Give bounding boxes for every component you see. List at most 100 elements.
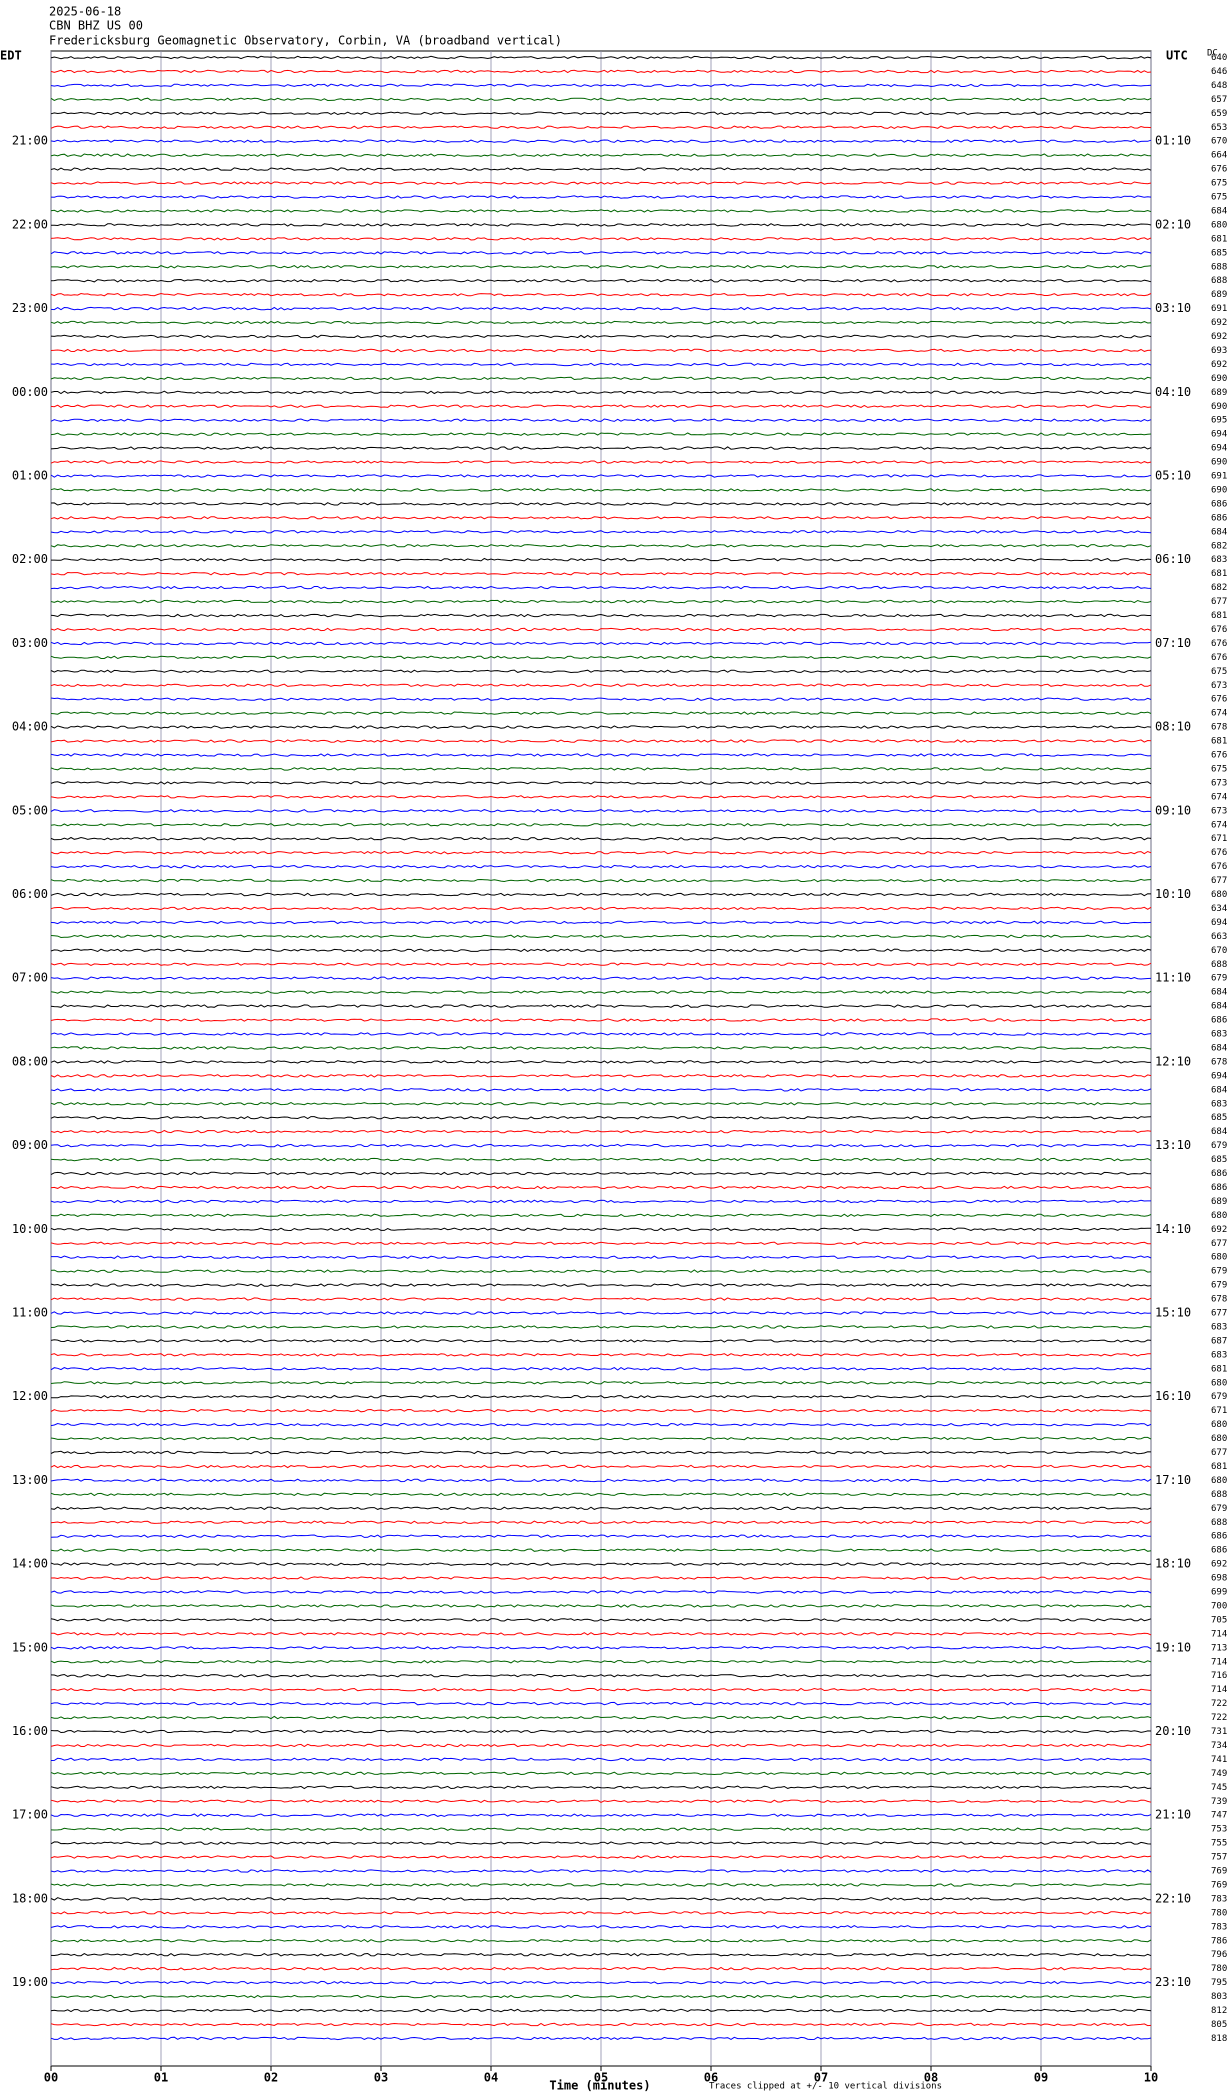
dc-offset-label: 688	[1211, 276, 1227, 286]
trace	[50, 1464, 1152, 1469]
dc-offset-label: 684	[1211, 1002, 1227, 1012]
dc-offset-label: 692	[1211, 1225, 1227, 1235]
dc-offset-label: 683	[1211, 1350, 1227, 1360]
dc-offset-label: 689	[1211, 388, 1227, 398]
trace	[50, 990, 1152, 994]
dc-offset-label: 694	[1211, 918, 1227, 928]
trace	[50, 669, 1152, 674]
dc-offset-label: 681	[1211, 611, 1227, 621]
dc-offset-label: 684	[1211, 1043, 1227, 1053]
dc-offset-label: 681	[1211, 569, 1227, 579]
dc-offset-label: 687	[1211, 1336, 1227, 1346]
trace	[50, 1771, 1152, 1776]
edt-label: 04:00	[12, 720, 48, 734]
trace	[50, 1897, 1151, 1901]
trace	[50, 1367, 1152, 1371]
dc-offset-label: 675	[1211, 193, 1227, 203]
trace	[50, 320, 1152, 325]
trace	[50, 1408, 1152, 1413]
utc-label: 12:10	[1155, 1054, 1191, 1068]
trace	[50, 209, 1152, 213]
trace	[50, 641, 1152, 646]
trace	[50, 962, 1152, 966]
trace	[50, 655, 1152, 660]
trace	[50, 739, 1152, 743]
trace	[50, 1618, 1152, 1622]
dc-offset-label: 664	[1211, 151, 1227, 161]
dc-offset-label: 680	[1211, 1211, 1227, 1221]
dc-offset-label: 812	[1211, 2006, 1227, 2016]
trace	[50, 1659, 1152, 1664]
trace	[50, 599, 1152, 604]
trace	[50, 1604, 1152, 1608]
dc-offset-label: 679	[1211, 974, 1227, 984]
edt-label: 18:00	[12, 1891, 48, 1905]
left-zone: EDT	[0, 49, 22, 63]
dc-offset-label: 686	[1211, 513, 1227, 523]
dc-offset-label: 690	[1211, 458, 1227, 468]
trace	[50, 432, 1152, 436]
dc-offset-label: 684	[1211, 527, 1227, 537]
edt-label: 13:00	[12, 1473, 48, 1487]
trace	[50, 446, 1152, 450]
trace	[50, 1074, 1152, 1078]
x-tick-label: 04	[484, 2071, 498, 2085]
dc-offset-label: 693	[1211, 346, 1227, 356]
trace	[50, 460, 1152, 464]
dc-offset-label: 731	[1211, 1727, 1227, 1737]
dc-offset-label: 722	[1211, 1713, 1227, 1723]
trace	[50, 1060, 1151, 1064]
trace	[50, 1925, 1152, 1929]
x-axis-label: Time (minutes)	[549, 2079, 650, 2093]
dc-offset-label: 682	[1211, 583, 1227, 593]
trace	[50, 1869, 1152, 1873]
trace	[50, 683, 1152, 687]
trace	[50, 753, 1152, 757]
dc-offset-label: 684	[1211, 206, 1227, 216]
edt-label: 23:00	[12, 301, 48, 315]
dc-offset-label: 739	[1211, 1797, 1227, 1807]
trace	[50, 1966, 1152, 1971]
trace	[50, 376, 1152, 381]
dc-offset-label: 676	[1211, 695, 1227, 705]
dc-offset-label: 692	[1211, 360, 1227, 370]
dc-offset-label: 675	[1211, 764, 1227, 774]
dc-offset-label: 786	[1211, 1936, 1227, 1946]
edt-label: 16:00	[12, 1724, 48, 1738]
utc-label: 02:10	[1155, 217, 1191, 231]
trace	[50, 1506, 1152, 1511]
edt-label: 03:00	[12, 636, 48, 650]
trace	[50, 530, 1152, 534]
x-tick-label: 01	[154, 2071, 168, 2085]
x-tick-label: 10	[1144, 2071, 1158, 2085]
dc-offset-label: 796	[1211, 1950, 1227, 1960]
trace	[50, 1353, 1151, 1357]
trace	[51, 557, 1152, 562]
utc-label: 07:10	[1155, 636, 1191, 650]
dc-offset-label: 691	[1211, 472, 1227, 482]
trace	[50, 627, 1152, 632]
trace	[50, 278, 1152, 283]
dc-offset-label: 653	[1211, 123, 1227, 133]
dc-offset-label: 700	[1211, 1601, 1227, 1611]
trace	[50, 822, 1152, 827]
dc-offset-label: 677	[1211, 1239, 1227, 1249]
dc-offset-label: 769	[1211, 1880, 1227, 1890]
dc-offset-label: 780	[1211, 1964, 1227, 1974]
edt-label: 06:00	[12, 887, 48, 901]
trace	[50, 306, 1152, 311]
x-tick-label: 09	[1034, 2071, 1048, 2085]
dc-offset-label: 705	[1211, 1615, 1227, 1625]
dc-offset-label: 699	[1211, 1588, 1227, 1598]
dc-offset-label: 689	[1211, 1197, 1227, 1207]
trace	[50, 613, 1151, 618]
dc-offset-label: 676	[1211, 848, 1227, 858]
edt-label: 11:00	[12, 1306, 48, 1320]
trace	[50, 1632, 1152, 1636]
trace	[50, 1143, 1151, 1148]
trace	[51, 265, 1152, 269]
trace	[50, 2008, 1152, 2013]
trace	[51, 1394, 1152, 1399]
utc-label: 05:10	[1155, 469, 1191, 483]
trace	[50, 1422, 1152, 1427]
